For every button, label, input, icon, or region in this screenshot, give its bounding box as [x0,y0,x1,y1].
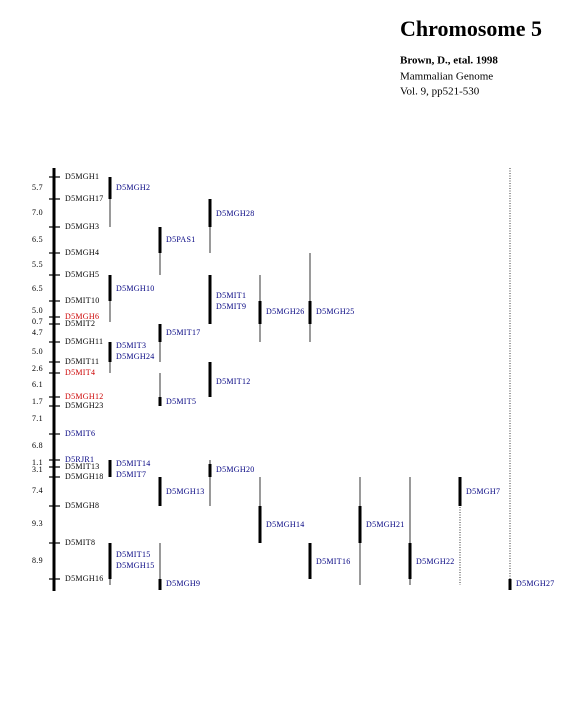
bin-marker-label: D5MGH28 [216,209,255,218]
marker-label: D5MIT10 [65,296,100,305]
bin-marker-label: D5MGH10 [116,284,155,293]
bin-marker-label: D5MGH22 [416,557,455,566]
distance-label: 5.0 [32,347,43,356]
bin-marker-label: D5MIT17 [166,328,201,337]
distance-label: 6.5 [32,284,43,293]
bin-marker-label: D5MGH25 [316,307,355,316]
distance-label: 0.7 [32,317,43,326]
distance-label: 7.0 [32,208,43,217]
distance-label: 7.1 [32,414,43,423]
bin-marker-label: D5MGH13 [166,487,205,496]
distance-label: 2.6 [32,364,43,373]
marker-label: D5MIT11 [65,357,99,366]
marker-label: D5RJR1 [65,455,94,464]
marker-label: D5MGH12 [65,392,104,401]
bin-marker-label: D5MGH20 [216,465,255,474]
distance-label: 6.8 [32,441,43,450]
bin-marker-label: D5MIT3 [116,341,146,350]
distance-label: 1.7 [32,397,43,406]
bin-marker-label: D5MGH7 [466,487,500,496]
citation: Brown, D., etal. 1998 [400,55,498,67]
distance-label: 8.9 [32,556,43,565]
distance-label: 6.1 [32,380,43,389]
distance-label: 5.7 [32,183,43,192]
marker-label: D5MIT8 [65,538,95,547]
marker-label: D5MIT6 [65,429,95,438]
distance-label: 3.1 [32,465,43,474]
marker-label: D5MGH1 [65,172,99,181]
distance-label: 6.5 [32,235,43,244]
journal: Mammalian Genome [400,71,493,83]
bin-marker-label: D5MIT5 [166,397,196,406]
distance-label: 1.1 [32,458,43,467]
bin-marker-label: D5MGH21 [366,520,405,529]
marker-label: D5MGH5 [65,270,99,279]
marker-label: D5MGH23 [65,401,104,410]
marker-label: D5MGH6 [65,312,99,321]
bin-marker-label: D5MIT9 [216,302,246,311]
bin-marker-label: D5MIT12 [216,377,251,386]
marker-label: D5MGH11 [65,337,103,346]
bin-marker-label: D5MGH15 [116,561,155,570]
title: Chromosome 5 [400,16,542,41]
marker-label: D5MIT2 [65,319,95,328]
bin-marker-label: D5MIT15 [116,550,151,559]
volume: Vol. 9, pp521-530 [400,86,480,98]
distance-label: 4.7 [32,328,43,337]
marker-label: D5MGH16 [65,574,104,583]
bin-marker-label: D5MGH24 [116,352,155,361]
marker-label: D5MGH18 [65,472,104,481]
marker-label: D5MGH4 [65,248,99,257]
bin-marker-label: D5MGH27 [516,579,555,588]
marker-label: D5MGH8 [65,501,99,510]
distance-label: 5.5 [32,260,43,269]
distance-label: 7.4 [32,486,43,495]
marker-label: D5MIT13 [65,462,100,471]
marker-label: D5MGH3 [65,222,99,231]
bin-marker-label: D5MIT14 [116,459,151,468]
bin-marker-label: D5PAS1 [166,235,196,244]
bin-marker-label: D5MIT1 [216,291,246,300]
bin-marker-label: D5MGH9 [166,579,200,588]
marker-label: D5MGH17 [65,194,104,203]
bin-marker-label: D5MGH2 [116,183,150,192]
distance-label: 5.0 [32,306,43,315]
marker-label: D5MIT4 [65,368,95,377]
distance-label: 9.3 [32,519,43,528]
bin-marker-label: D5MGH26 [266,307,305,316]
bin-marker-label: D5MIT7 [116,470,146,479]
bin-marker-label: D5MGH14 [266,520,305,529]
bin-marker-label: D5MIT16 [316,557,351,566]
